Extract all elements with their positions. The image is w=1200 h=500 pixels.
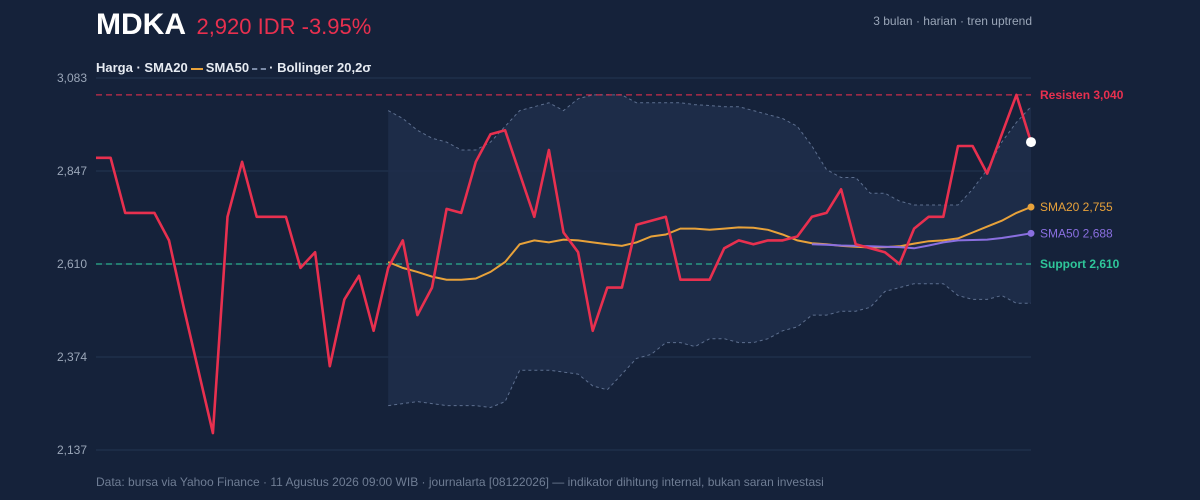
legend-sma20: SMA20 [144,60,188,75]
legend-sma50-swatch [252,67,267,70]
bollinger-upper [387,94,1032,206]
y-tick-label: 2,610 [57,257,87,271]
sma20-label: SMA20 2,755 [1040,200,1113,214]
price-line [96,93,1033,435]
sma50-label: SMA50 2,688 [1040,226,1113,240]
chart-legend: Harga · SMA20 SMA50 · Bollinger 20,2σ [96,60,371,75]
bollinger-band [388,94,1031,408]
y-tick-label: 2,374 [57,350,87,364]
sma50-line [811,232,1032,250]
resistance-label: Resisten 3,040 [1040,88,1124,102]
chart-subtitle: 3 bulan · harian · tren uptrend [873,14,1032,28]
bollinger-lower [388,283,1031,409]
footer-source: Data: bursa via Yahoo Finance · 11 Agust… [96,475,824,489]
sma20-endpoint [1027,203,1035,211]
legend-bollinger: · Bollinger 20,2σ [269,60,372,75]
legend-sma20-swatch [190,67,203,70]
support-label: Support 2,610 [1040,257,1120,271]
y-tick-label: 3,083 [57,71,87,85]
legend-price: Harga [96,60,133,75]
legend-separator: · [132,60,145,75]
ticker-symbol: MDKA [96,8,186,41]
last-price-marker [1026,137,1036,148]
y-tick-label: 2,847 [57,164,87,178]
legend-sma50: SMA50 [205,60,250,75]
y-tick-label: 2,137 [57,443,87,457]
sma50-endpoint [1027,229,1035,237]
sma20-line [387,206,1032,281]
price-quote: 2,920 IDR -3.95% [196,14,372,39]
title-row: MDKA 2,920 IDR -3.95% [96,8,371,42]
